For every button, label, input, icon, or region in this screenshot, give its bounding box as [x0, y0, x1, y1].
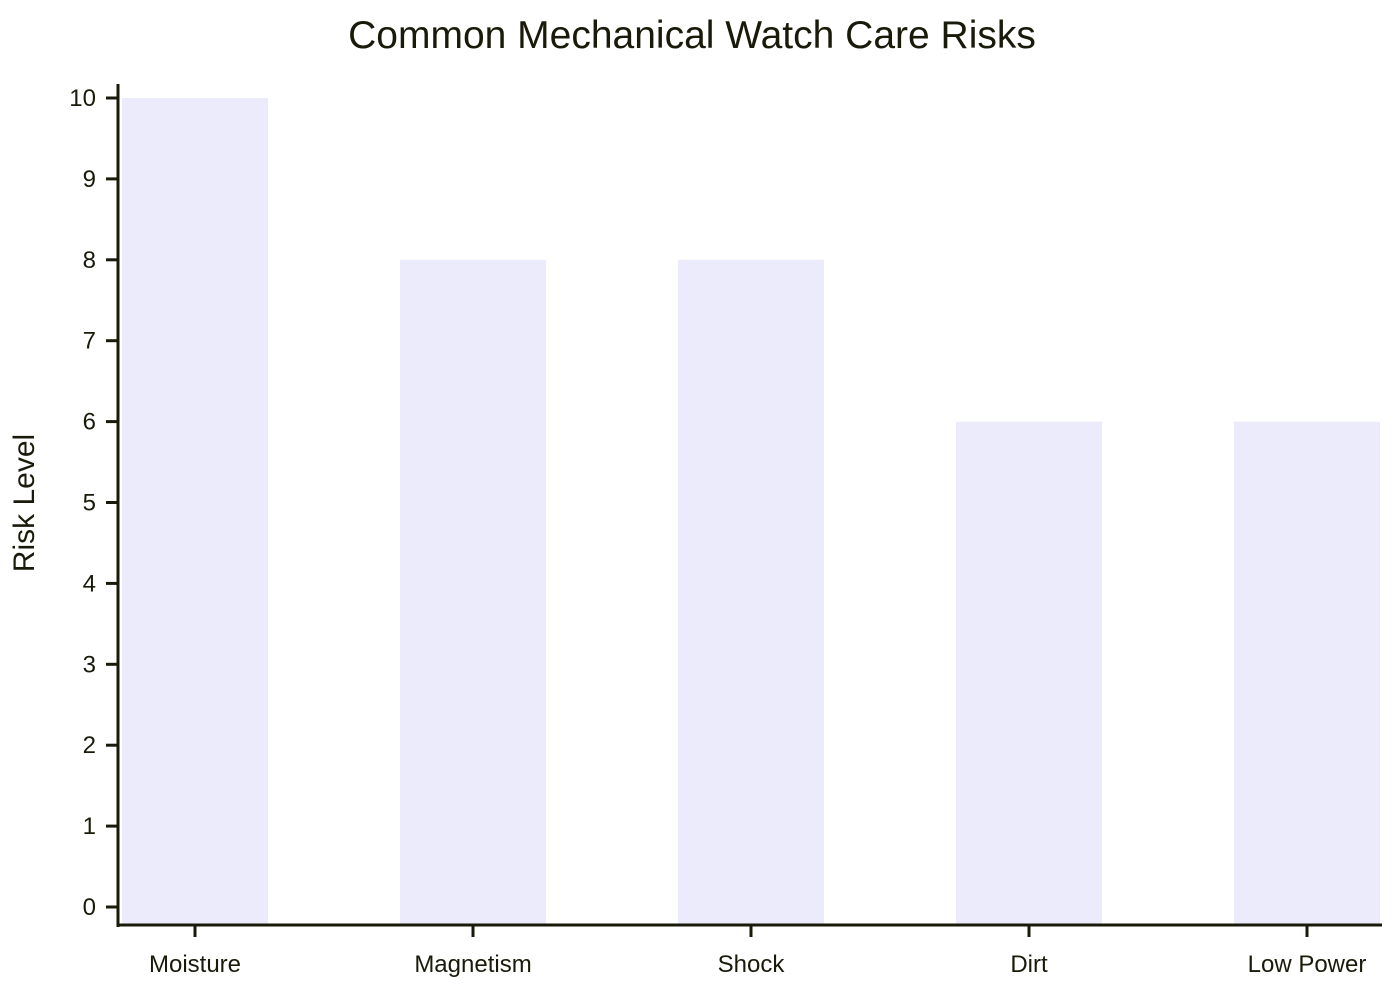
y-tick-label: 4: [83, 570, 96, 597]
bar-moisture: [122, 98, 268, 925]
chart-title: Common Mechanical Watch Care Risks: [348, 14, 1036, 57]
y-tick-label: 9: [83, 166, 96, 193]
x-tick-label: Moisture: [149, 951, 241, 978]
x-axis: Moisture Magnetism Shock Dirt Low Power: [118, 923, 1382, 978]
y-tick-label: 3: [83, 651, 96, 678]
y-axis: 0 1 2 3 4 5 6 7 8 9 10: [69, 84, 120, 927]
y-tick-label: 6: [83, 409, 96, 436]
x-tick-label: Magnetism: [414, 951, 531, 978]
y-tick-label: 1: [83, 813, 96, 840]
y-tick-label: 10: [69, 85, 96, 112]
y-tick-label: 0: [83, 894, 96, 921]
y-tick-label: 5: [83, 490, 96, 517]
bars-group: [122, 98, 1380, 925]
bar-low-power: [1234, 421, 1380, 925]
bar-shock: [678, 259, 824, 925]
bar-dirt: [956, 421, 1102, 925]
x-tick-label: Low Power: [1248, 951, 1367, 978]
x-tick-label: Shock: [718, 951, 786, 978]
y-tick-label: 2: [83, 732, 96, 759]
bar-magnetism: [400, 259, 546, 925]
x-tick-label: Dirt: [1010, 951, 1048, 978]
y-tick-label: 8: [83, 247, 96, 274]
y-tick-label: 7: [83, 328, 96, 355]
